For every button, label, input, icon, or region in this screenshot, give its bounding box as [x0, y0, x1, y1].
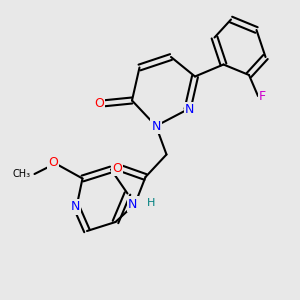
Text: H: H	[147, 197, 156, 208]
Text: N: N	[70, 200, 80, 214]
Text: CH₃: CH₃	[13, 169, 31, 179]
Text: N: N	[151, 119, 161, 133]
Text: N: N	[128, 197, 137, 211]
Text: O: O	[48, 155, 58, 169]
Text: N: N	[185, 103, 195, 116]
Text: O: O	[94, 97, 104, 110]
Text: O: O	[112, 161, 122, 175]
Text: F: F	[259, 89, 266, 103]
